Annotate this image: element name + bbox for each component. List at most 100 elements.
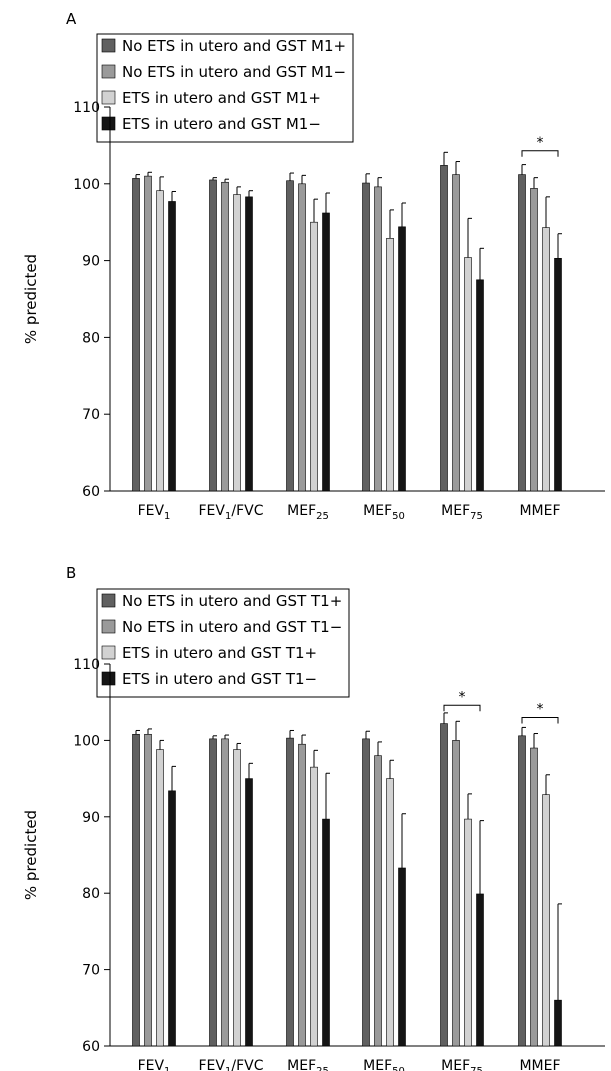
legend-swatch — [101, 593, 116, 608]
bar — [374, 186, 382, 492]
x-tick-label: FEV1/FVC — [199, 1058, 264, 1071]
bar — [452, 740, 460, 1047]
y-tick-label: 60 — [82, 1039, 100, 1055]
panel-letter: B — [66, 564, 76, 582]
bar — [310, 221, 318, 492]
x-tick-label: FEV1 — [138, 503, 171, 522]
bar — [156, 190, 164, 492]
legend-frame — [96, 588, 350, 698]
bar — [233, 749, 241, 1047]
panel-letter: A — [66, 10, 77, 28]
bar — [464, 818, 472, 1047]
bar — [209, 738, 217, 1047]
legend-entry: ETS in utero and GST M1+ — [122, 89, 321, 107]
bar — [362, 738, 370, 1047]
bar — [386, 238, 394, 492]
legend: No ETS in utero and GST M1+ No ETS in ute… — [96, 33, 354, 143]
x-tick-label: MEF25 — [287, 1058, 329, 1071]
bar — [209, 179, 217, 492]
bar — [398, 226, 406, 492]
y-axis-label: % predicted — [22, 810, 40, 900]
bar — [452, 174, 460, 492]
bar — [440, 165, 448, 492]
legend-entry: No ETS in utero and GST T1− — [122, 618, 342, 636]
significance-bracket — [521, 716, 559, 724]
significance-bracket — [443, 704, 481, 712]
x-tick-label: FEV1/FVC — [199, 503, 264, 522]
bar — [386, 778, 394, 1047]
significance-star: * — [537, 135, 544, 151]
legend-swatch — [101, 671, 116, 686]
bar — [476, 893, 484, 1047]
bar — [156, 749, 164, 1047]
bar — [542, 794, 550, 1047]
x-tick-label: MMEF — [519, 503, 560, 519]
y-tick-label: 70 — [82, 407, 100, 423]
y-tick-label: 110 — [73, 657, 100, 673]
y-axis-label: % predicted — [22, 254, 40, 344]
bar — [322, 212, 330, 492]
chart-panel-b: BNo ETS in utero and GST T1+No ETS in ut… — [22, 564, 605, 1071]
bar — [168, 790, 176, 1047]
legend-swatch — [101, 645, 116, 660]
legend-entry: ETS in utero and GST T1+ — [122, 644, 317, 662]
bar — [464, 257, 472, 492]
y-tick-label: 60 — [82, 484, 100, 500]
y-tick-label: 100 — [73, 733, 100, 749]
x-tick-label: FEV1 — [138, 1058, 171, 1071]
significance-bracket — [521, 150, 559, 157]
bar — [144, 733, 152, 1047]
legend-entry: No ETS in utero and GST M1− — [122, 63, 346, 81]
legend-swatch — [101, 619, 116, 634]
bar — [144, 175, 152, 492]
y-tick-label: 90 — [82, 810, 100, 826]
legend-entry: No ETS in utero and GST M1+ — [122, 37, 346, 55]
y-tick-label: 80 — [82, 886, 100, 902]
bar — [476, 279, 484, 492]
x-tick-label: MEF50 — [363, 1058, 405, 1071]
bar — [298, 183, 306, 492]
legend-swatch — [101, 116, 116, 131]
y-tick-label: 70 — [82, 963, 100, 979]
bar — [132, 178, 140, 492]
bar — [221, 181, 229, 492]
bar — [554, 999, 562, 1047]
x-tick-label: MEF75 — [441, 503, 483, 522]
bar — [530, 747, 538, 1047]
bar — [310, 766, 318, 1047]
bar — [518, 174, 526, 492]
legend: No ETS in utero and GST T1+ No ETS in ute… — [96, 588, 350, 698]
significance-star: * — [537, 701, 544, 717]
bar — [322, 818, 330, 1047]
bar — [362, 182, 370, 492]
bar — [440, 723, 448, 1047]
chart-panel-a: ANo ETS in utero and GST M1+No ETS in ut… — [22, 10, 605, 522]
legend-entry: No ETS in utero and GST T1+ — [122, 592, 342, 610]
legend-frame — [96, 33, 354, 143]
bar — [518, 735, 526, 1047]
x-tick-label: MEF50 — [363, 503, 405, 522]
x-tick-label: MMEF — [519, 1058, 560, 1071]
significance-star: * — [459, 689, 466, 705]
bar — [132, 733, 140, 1047]
legend-entry: ETS in utero and GST T1− — [122, 670, 317, 688]
bar — [245, 196, 253, 492]
bar — [542, 227, 550, 492]
y-tick-label: 110 — [73, 100, 100, 116]
legend-entry: ETS in utero and GST M1− — [122, 115, 321, 133]
bar — [245, 778, 253, 1047]
legend-swatch — [101, 90, 116, 105]
bar — [168, 201, 176, 492]
legend-swatch — [101, 64, 116, 79]
bar — [286, 180, 294, 492]
bar — [530, 188, 538, 492]
y-tick-label: 90 — [82, 254, 100, 270]
bar — [221, 738, 229, 1047]
bar — [554, 257, 562, 492]
bar — [398, 867, 406, 1047]
x-tick-label: MEF25 — [287, 503, 329, 522]
bar — [233, 194, 241, 492]
bar — [298, 743, 306, 1047]
bar — [286, 737, 294, 1047]
